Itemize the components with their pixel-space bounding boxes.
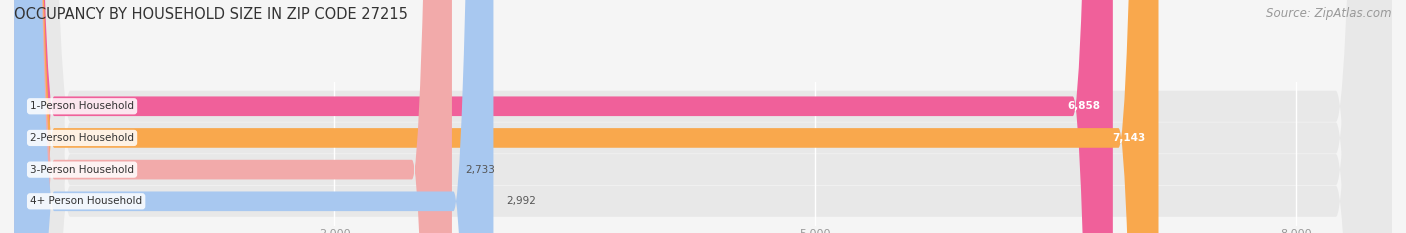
Text: 3-Person Household: 3-Person Household <box>30 165 134 175</box>
Text: 4+ Person Household: 4+ Person Household <box>30 196 142 206</box>
FancyBboxPatch shape <box>14 0 1392 233</box>
Text: Source: ZipAtlas.com: Source: ZipAtlas.com <box>1267 7 1392 20</box>
FancyBboxPatch shape <box>14 0 1159 233</box>
Text: 6,858: 6,858 <box>1067 101 1099 111</box>
FancyBboxPatch shape <box>14 0 1392 233</box>
Text: 1-Person Household: 1-Person Household <box>30 101 134 111</box>
FancyBboxPatch shape <box>14 0 1392 233</box>
FancyBboxPatch shape <box>14 0 1392 233</box>
Text: 7,143: 7,143 <box>1112 133 1146 143</box>
Text: 2-Person Household: 2-Person Household <box>30 133 134 143</box>
FancyBboxPatch shape <box>14 0 451 233</box>
Text: 2,992: 2,992 <box>506 196 536 206</box>
Text: 2,733: 2,733 <box>465 165 495 175</box>
Text: OCCUPANCY BY HOUSEHOLD SIZE IN ZIP CODE 27215: OCCUPANCY BY HOUSEHOLD SIZE IN ZIP CODE … <box>14 7 408 22</box>
FancyBboxPatch shape <box>14 0 1112 233</box>
FancyBboxPatch shape <box>14 0 494 233</box>
